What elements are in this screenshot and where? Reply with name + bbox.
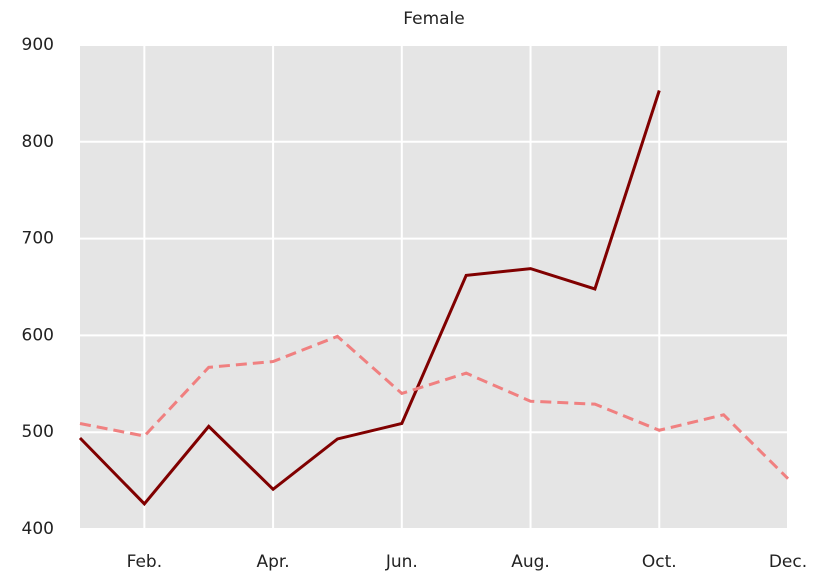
x-tick-label: Oct. <box>642 552 677 572</box>
series-line <box>79 334 790 480</box>
y-tick-label: 400 <box>22 519 54 539</box>
x-tick-label: Apr. <box>256 552 289 572</box>
x-tick-label: Jun. <box>385 552 418 572</box>
y-tick-label: 500 <box>22 422 54 442</box>
y-tick-label: 900 <box>22 35 54 55</box>
x-tick-label: Aug. <box>511 552 550 572</box>
x-tick-label: Feb. <box>127 552 163 572</box>
y-tick-label: 600 <box>22 325 54 345</box>
x-tick-label: Dec. <box>769 552 807 572</box>
chart-title: Female <box>403 9 464 29</box>
series-line <box>78 90 661 507</box>
y-tick-label: 700 <box>22 229 54 249</box>
plot-background <box>80 45 788 529</box>
y-tick-label: 800 <box>22 132 54 152</box>
